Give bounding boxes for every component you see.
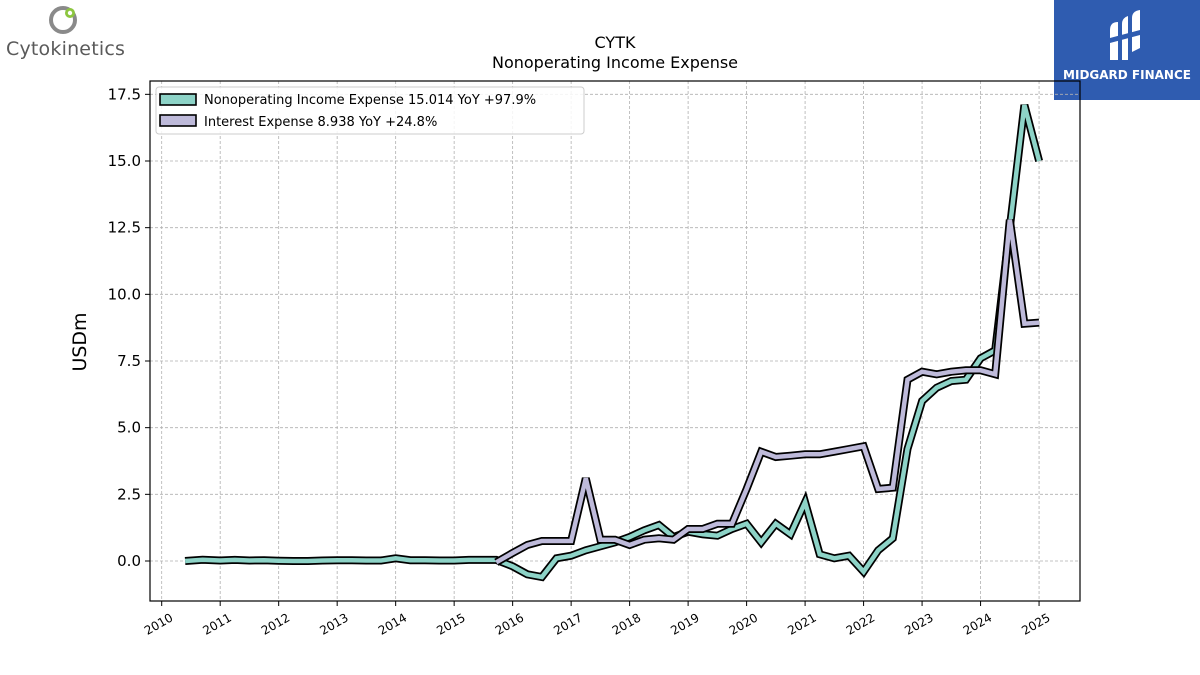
cytokinetics-logo-icon: [49, 6, 77, 34]
legend-label-nonoperating: Nonoperating Income Expense 15.014 YoY +…: [204, 93, 536, 108]
x-tick-label: 2011: [200, 610, 233, 637]
brand-badge-text: MIDGARD FINANCE: [1063, 68, 1191, 82]
x-tick-label: 2018: [610, 610, 643, 637]
y-tick-label: 5.0: [117, 419, 141, 437]
series-line-interest: [495, 219, 1040, 565]
y-tick-label: 17.5: [108, 85, 141, 103]
x-tick-label: 2012: [259, 610, 292, 637]
chart-title: CYTK: [595, 33, 636, 52]
legend: Nonoperating Income Expense 15.014 YoY +…: [155, 86, 585, 135]
x-axis-ticks: 2010 2011 2012 2013 2014 2015 2016 2017 2018 2019…: [142, 601, 1053, 638]
x-tick-label: 2021: [785, 610, 818, 637]
grid: [150, 81, 1080, 601]
legend-swatch-interest: [159, 114, 197, 127]
y-tick-label: 0.0: [117, 552, 141, 570]
series-line-nonoperating: [184, 104, 1042, 580]
legend-label-interest: Interest Expense 8.938 YoY +24.8%: [204, 115, 437, 130]
y-tick-label: 2.5: [117, 485, 141, 503]
x-tick-label: 2015: [434, 610, 467, 637]
y-tick-label: 15.0: [108, 152, 141, 170]
legend-box: [155, 86, 585, 135]
y-tick-label: 10.0: [108, 285, 141, 303]
y-tick-label: 12.5: [108, 219, 141, 237]
y-tick-label: 7.5: [117, 352, 141, 370]
x-tick-label: 2020: [727, 610, 760, 637]
x-tick-label: 2019: [668, 610, 701, 637]
x-tick-label: 2022: [844, 610, 877, 637]
series-outline-nonoperating: [184, 103, 1043, 582]
x-tick-label: 2010: [142, 610, 175, 637]
series-group: [184, 103, 1043, 582]
x-tick-label: 2016: [493, 610, 526, 637]
company-logo: Cytokinetics: [4, 4, 134, 60]
legend-swatch-nonoperating: [159, 93, 197, 106]
x-tick-label: 2025: [1019, 610, 1052, 637]
x-tick-label: 2023: [902, 610, 935, 637]
x-tick-label: 2014: [376, 610, 409, 637]
x-tick-label: 2017: [551, 610, 584, 637]
y-axis-ticks: 0.0 2.5 5.0 7.5 10.0 12.5 15.0 17.5: [108, 85, 150, 570]
x-tick-label: 2013: [317, 610, 350, 637]
midgard-logo-icon: [1110, 10, 1140, 60]
y-axis-label: USDm: [69, 312, 91, 371]
company-logo-text: Cytokinetics: [6, 38, 126, 60]
x-tick-label: 2024: [961, 610, 994, 637]
chart-subtitle: Nonoperating Income Expense: [492, 53, 738, 72]
brand-badge: MIDGARD FINANCE: [1054, 0, 1200, 100]
plot-frame: [149, 80, 1081, 602]
